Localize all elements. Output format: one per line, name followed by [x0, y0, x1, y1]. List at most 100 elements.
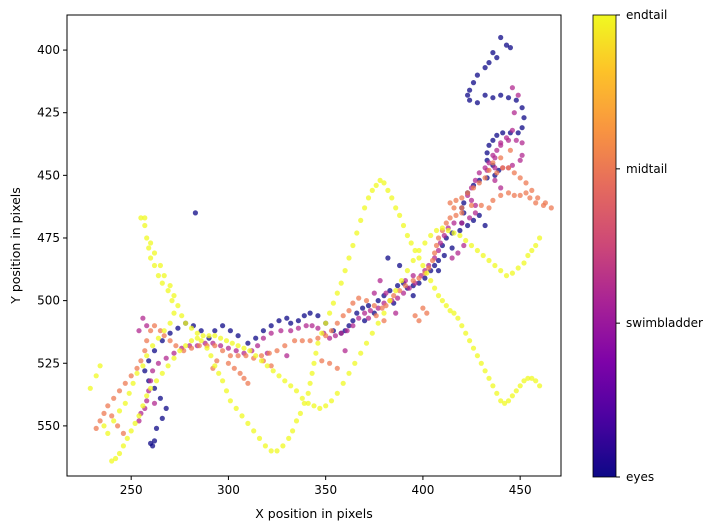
scatter-point-eyes [470, 80, 477, 86]
scatter-point-eyes [435, 268, 442, 274]
scatter-point-endtail [420, 262, 426, 269]
scatter-point-swimbladder [492, 165, 498, 171]
scatter-point-midtail [511, 192, 517, 198]
scatter-point-endtail [105, 430, 111, 436]
scatter-point-endtail [478, 360, 484, 366]
scatter-point-endtail [122, 400, 128, 406]
scatter-point-swimbladder [468, 197, 475, 203]
scatter-point-endtail [148, 240, 154, 246]
scatter-point-endtail [404, 232, 410, 239]
y-axis-label: Y position in pixels [8, 187, 23, 305]
scatter-point-endtail [529, 247, 535, 254]
scatter-point-eyes [151, 348, 158, 354]
scatter-point-endtail [369, 330, 375, 336]
scatter-point-endtail [297, 410, 303, 416]
scatter-point-endtail [515, 265, 521, 271]
scatter-point-midtail [535, 195, 541, 201]
scatter-point-endtail [424, 270, 430, 276]
scatter-point-swimbladder [278, 328, 284, 334]
scatter-point-endtail [365, 195, 372, 201]
scatter-point-swimbladder [268, 330, 274, 336]
scatter-point-endtail [381, 180, 387, 186]
scatter-point-eyes [365, 303, 372, 309]
scatter-point-endtail [377, 177, 383, 183]
scatter-point-midtail [237, 370, 243, 376]
scatter-point-eyes [486, 142, 492, 148]
scatter-point-endtail [109, 458, 115, 464]
scatter-point-endtail [274, 448, 280, 454]
scatter-point-endtail [293, 388, 300, 394]
scatter-point-endtail [375, 320, 381, 326]
scatter-point-endtail [350, 242, 356, 249]
scatter-point-endtail [142, 222, 148, 229]
scatter-point-midtail [447, 215, 453, 221]
scatter-point-swimbladder [455, 250, 461, 256]
scatter-point-endtail [529, 375, 535, 381]
colorbar-label: eyes [626, 470, 654, 484]
scatter-point-midtail [490, 160, 496, 166]
scatter-point-endtail [432, 285, 438, 291]
scatter-point-midtail [465, 190, 471, 196]
scatter-point-endtail [428, 232, 434, 239]
scatter-point-swimbladder [332, 333, 338, 339]
scatter-point-midtail [478, 202, 484, 208]
x-tick-label: 450 [509, 483, 532, 497]
scatter-point-endtail [482, 368, 488, 374]
scatter-point-endtail [358, 217, 364, 223]
scatter-point-swimbladder [371, 290, 377, 296]
scatter-point-endtail [218, 335, 224, 341]
scatter-point-swimbladder [225, 345, 231, 351]
scatter-point-endtail [346, 255, 352, 261]
scatter-point-eyes [498, 34, 504, 41]
scatter-point-midtail [105, 403, 111, 409]
scatter-point-eyes [513, 97, 519, 103]
scatter-point-midtail [435, 235, 442, 241]
scatter-point-midtail [97, 418, 103, 424]
scatter-point-eyes [435, 257, 442, 264]
scatter-point-endtail [381, 310, 387, 316]
scatter-point-endtail [270, 368, 276, 374]
y-tick-label: 500 [37, 294, 60, 308]
scatter-point-swimbladder [136, 418, 142, 424]
scatter-point-endtail [140, 363, 146, 369]
scatter-point-swimbladder [435, 247, 442, 254]
scatter-point-endtail [385, 187, 391, 193]
scatter-point-endtail [467, 338, 473, 344]
scatter-point-endtail [474, 353, 480, 359]
scatter-point-eyes [146, 358, 152, 364]
scatter-point-endtail [126, 390, 132, 396]
scatter-point-eyes [142, 368, 148, 374]
scatter-point-swimbladder [513, 137, 519, 143]
scatter-point-midtail [120, 430, 126, 436]
y-axis: 400 425 450 475 500 525 550 [37, 43, 67, 433]
scatter-point-midtail [173, 343, 179, 349]
scatter-point-endtail [416, 255, 422, 261]
x-tick-label: 350 [314, 483, 337, 497]
scatter-point-swimbladder [377, 278, 383, 284]
scatter-point-swimbladder [511, 110, 517, 116]
scatter-point-endtail [307, 380, 313, 386]
scatter-point-eyes [482, 222, 488, 229]
scatter-point-midtail [340, 313, 346, 319]
scatter-point-endtail [97, 363, 103, 369]
scatter-point-endtail [153, 378, 160, 384]
x-tick-label: 300 [217, 483, 240, 497]
scatter-point-endtail [146, 245, 152, 251]
scatter-point-swimbladder [342, 348, 348, 354]
scatter-point-eyes [470, 217, 477, 223]
scatter-point-endtail [521, 260, 527, 266]
scatter-point-endtail [525, 375, 531, 381]
scatter-point-eyes [395, 283, 401, 289]
scatter-point-endtail [330, 300, 336, 306]
scatter-point-swimbladder [476, 170, 482, 176]
scatter-point-endtail [253, 353, 259, 359]
scatter-point-endtail [474, 247, 480, 254]
scatter-point-swimbladder [467, 215, 473, 221]
scatter-point-eyes [385, 255, 391, 261]
scatter-point-midtail [101, 410, 107, 416]
scatter-point-swimbladder [492, 177, 498, 183]
scatter-point-swimbladder [327, 335, 333, 341]
scatter-point-midtail [188, 345, 195, 351]
scatter-point-endtail [537, 235, 543, 241]
scatter-point-midtail [243, 353, 249, 359]
